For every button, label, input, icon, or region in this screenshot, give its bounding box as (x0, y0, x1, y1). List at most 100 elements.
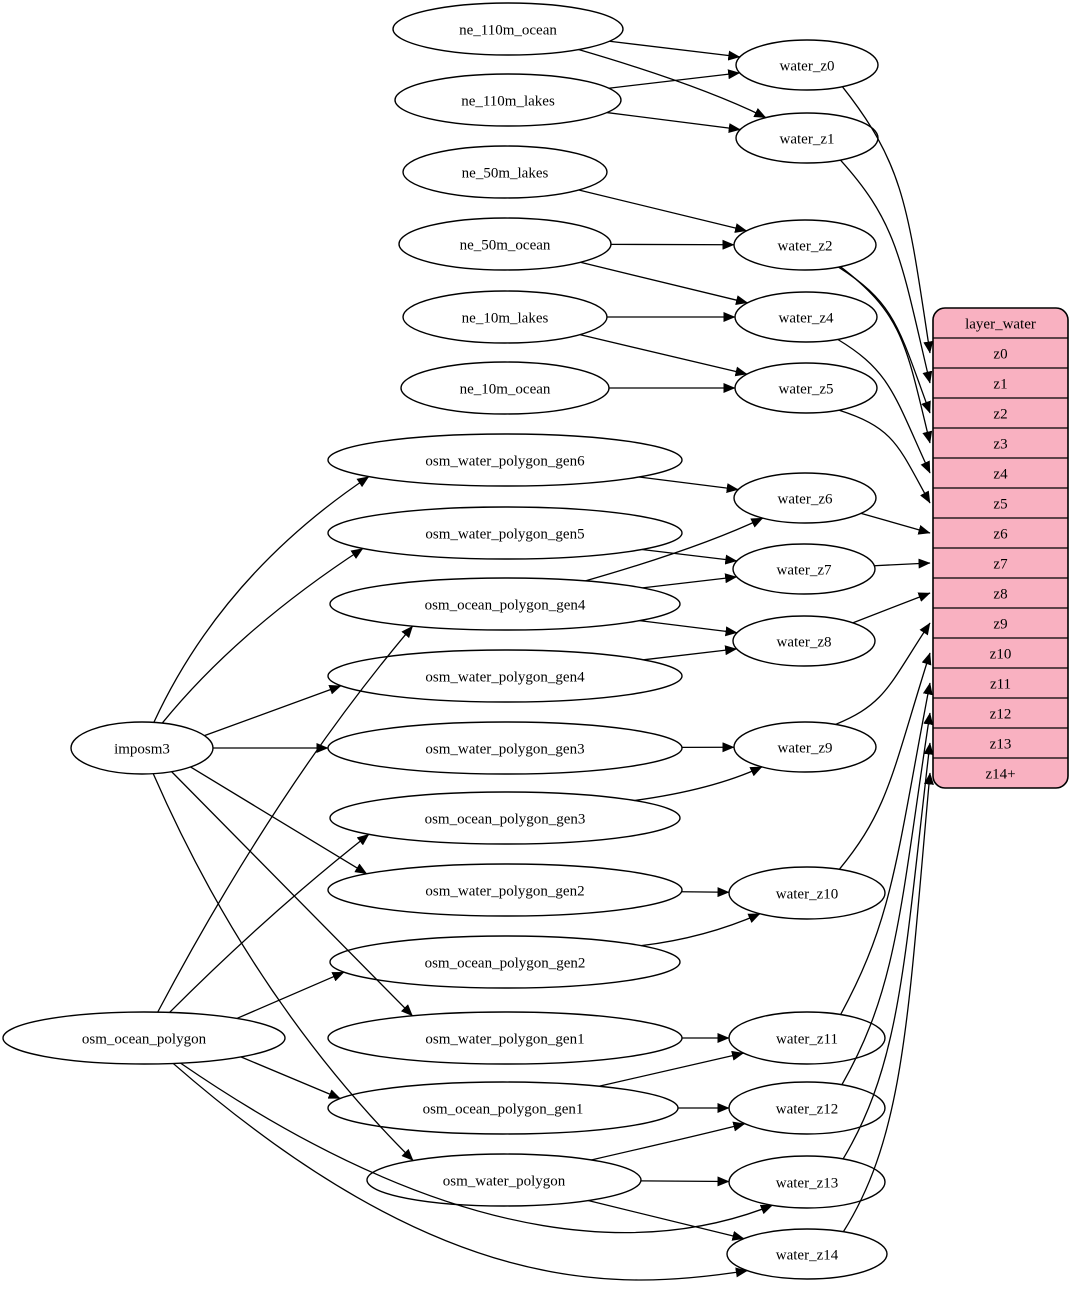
edge-osm_water_polygon_gen6-to-water_z6 (638, 476, 739, 494)
node-ellipse (366, 1153, 642, 1207)
node-label: ne_50m_lakes (462, 166, 549, 182)
node-ellipse (392, 2, 624, 56)
node-water_z6: water_z6 (733, 472, 877, 524)
node-osm_water_polygon_gen4: osm_water_polygon_gen4 (327, 649, 683, 703)
node-label: ne_10m_ocean (460, 382, 551, 398)
node-osm_ocean_polygon_gen1: osm_ocean_polygon_gen1 (327, 1081, 679, 1135)
edge-osm_ocean_polygon-to-osm_ocean_polygon_gen3 (169, 833, 370, 1013)
table-row-z7: z7 (993, 557, 1008, 573)
table-row-z10: z10 (990, 647, 1012, 663)
node-ellipse (726, 1228, 888, 1280)
table-row-z5: z5 (993, 497, 1007, 513)
edge-water_z13-to-row-z13 (842, 742, 934, 1160)
node-osm_water_polygon_gen1: osm_water_polygon_gen1 (327, 1011, 683, 1065)
edge-imposm3-to-osm_water_polygon_gen2 (190, 766, 368, 875)
node-osm_ocean_polygon_gen2: osm_ocean_polygon_gen2 (329, 935, 681, 989)
node-label: osm_water_polygon_gen5 (425, 527, 584, 543)
edge-water_z7-to-row-z7 (874, 558, 931, 569)
edge-osm_water_polygon-to-water_z12 (591, 1121, 746, 1161)
node-water_z9: water_z9 (733, 721, 877, 773)
edge-imposm3-to-osm_water_polygon_gen4 (204, 685, 342, 737)
edge-osm_ocean_polygon_gen3-to-water_z9 (634, 766, 763, 802)
node-imposm3: imposm3 (70, 721, 214, 775)
node-ellipse (394, 73, 622, 127)
edge-ne_50m_lakes-to-water_z2 (578, 189, 748, 233)
node-water_z10: water_z10 (728, 866, 886, 920)
node-label: imposm3 (114, 742, 170, 758)
node-ne_50m_lakes: ne_50m_lakes (402, 145, 608, 199)
edge-osm_ocean_polygon_gen4-to-water_z6 (585, 517, 764, 582)
node-osm_water_polygon_gen3: osm_water_polygon_gen3 (327, 721, 683, 775)
edge-osm_ocean_polygon-to-osm_ocean_polygon_gen1 (240, 1056, 341, 1100)
node-label: osm_ocean_polygon_gen4 (425, 598, 586, 614)
edge-osm_ocean_polygon_gen4-to-water_z7 (642, 573, 738, 589)
node-label: water_z12 (776, 1102, 838, 1118)
node-ne_10m_ocean: ne_10m_ocean (400, 361, 610, 415)
node-ellipse (733, 472, 877, 524)
node-ellipse (329, 935, 681, 989)
node-ne_110m_ocean: ne_110m_ocean (392, 2, 624, 56)
node-label: water_z5 (779, 382, 834, 398)
node-ellipse (732, 615, 876, 667)
node-label: water_z7 (777, 563, 832, 579)
node-water_z5: water_z5 (734, 362, 878, 414)
edge-water_z9-to-row-z9 (835, 622, 931, 726)
table-row-z8: z8 (993, 587, 1007, 603)
node-water_z8: water_z8 (732, 615, 876, 667)
node-osm_water_polygon_gen5: osm_water_polygon_gen5 (327, 506, 683, 560)
node-label: osm_water_polygon_gen3 (425, 742, 584, 758)
node-water_z0: water_z0 (735, 39, 879, 91)
node-label: water_z13 (776, 1176, 838, 1192)
node-ellipse (2, 1011, 286, 1065)
edge-ne_10m_lakes-to-water_z5 (579, 334, 748, 377)
edge-water_z10-to-row-z10 (838, 652, 932, 870)
node-ellipse (735, 39, 879, 91)
edge-osm_ocean_polygon-to-osm_ocean_polygon_gen4 (157, 625, 414, 1013)
node-water_z12: water_z12 (728, 1081, 886, 1135)
node-osm_ocean_polygon: osm_ocean_polygon (2, 1011, 286, 1065)
edge-ne_110m_ocean-to-water_z1 (578, 48, 767, 119)
node-label: osm_water_polygon_gen6 (425, 454, 585, 470)
edge-water_z11-to-row-z11 (840, 682, 933, 1015)
node-ellipse (732, 543, 876, 595)
node-label: osm_ocean_polygon_gen3 (425, 812, 586, 828)
node-ellipse (329, 577, 681, 631)
edge-osm_water_polygon-to-water_z13 (640, 1176, 730, 1187)
node-water_z2: water_z2 (733, 219, 877, 271)
edge-osm_ocean_polygon-to-water_z14 (172, 1062, 748, 1281)
node-osm_ocean_polygon_gen4: osm_ocean_polygon_gen4 (329, 577, 681, 631)
node-water_z14: water_z14 (726, 1228, 888, 1280)
edge-imposm3-to-osm_water_polygon_gen1 (171, 771, 413, 1017)
node-water_z13: water_z13 (728, 1155, 886, 1209)
table-row-z11: z11 (990, 677, 1011, 693)
edge-osm_ocean_polygon_gen1-to-water_z11 (598, 1050, 744, 1087)
node-label: water_z1 (780, 132, 835, 148)
table-row-z12: z12 (990, 707, 1012, 723)
node-osm_water_polygon_gen2: osm_water_polygon_gen2 (327, 863, 683, 917)
table-row-z1: z1 (993, 377, 1007, 393)
table-row-z13: z13 (990, 737, 1012, 753)
node-ne_50m_ocean: ne_50m_ocean (398, 217, 612, 271)
edge-water_z4-to-row-z4 (837, 338, 931, 474)
node-osm_ocean_polygon_gen3: osm_ocean_polygon_gen3 (329, 791, 681, 845)
table-row-z4: z4 (993, 467, 1008, 483)
node-ellipse (327, 506, 683, 560)
edge-water_z5-to-row-z5 (838, 409, 931, 504)
table-row-z2: z2 (993, 407, 1007, 423)
node-label: water_z10 (776, 887, 838, 903)
edge-ne_110m_ocean-to-water_z0 (609, 40, 741, 61)
edge-water_z2-to-row-z3 (840, 266, 933, 444)
table-title: layer_water (965, 317, 1036, 333)
node-label: osm_water_polygon (443, 1174, 566, 1190)
node-label: water_z0 (780, 59, 835, 75)
edge-water_z14-to-row-z14plus (842, 772, 934, 1233)
table-row-z14plus: z14+ (985, 767, 1015, 783)
node-ellipse (327, 649, 683, 703)
node-label: osm_ocean_polygon_gen1 (423, 1102, 584, 1118)
node-ne_10m_lakes: ne_10m_lakes (402, 290, 608, 344)
edge-imposm3-to-osm_water_polygon_gen6 (153, 476, 370, 723)
edge-osm_ocean_polygon_gen2-to-water_z10 (641, 913, 761, 947)
edge-ne_50m_ocean-to-water_z4 (580, 261, 749, 305)
